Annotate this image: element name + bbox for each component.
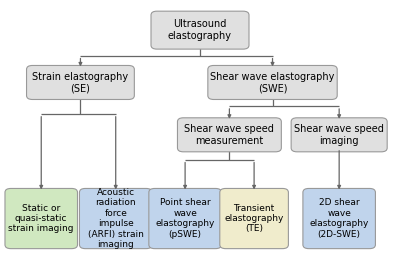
Text: Shear wave elastography
(SWE): Shear wave elastography (SWE) xyxy=(210,72,335,93)
FancyBboxPatch shape xyxy=(80,189,152,249)
FancyBboxPatch shape xyxy=(220,189,288,249)
Text: Transient
elastography
(TE): Transient elastography (TE) xyxy=(224,204,284,233)
Text: Shear wave speed
measurement: Shear wave speed measurement xyxy=(184,124,274,146)
Text: Ultrasound
elastography: Ultrasound elastography xyxy=(168,19,232,41)
FancyBboxPatch shape xyxy=(291,118,387,152)
FancyBboxPatch shape xyxy=(178,118,281,152)
FancyBboxPatch shape xyxy=(303,189,376,249)
FancyBboxPatch shape xyxy=(26,65,134,100)
Text: Static or
quasi-static
strain imaging: Static or quasi-static strain imaging xyxy=(8,204,74,233)
FancyBboxPatch shape xyxy=(149,189,221,249)
FancyBboxPatch shape xyxy=(151,11,249,49)
Text: 2D shear
wave
elastography
(2D-SWE): 2D shear wave elastography (2D-SWE) xyxy=(310,198,369,239)
Text: Acoustic
radiation
force
impulse
(ARFI) strain
imaging: Acoustic radiation force impulse (ARFI) … xyxy=(88,188,144,249)
Text: Shear wave speed
imaging: Shear wave speed imaging xyxy=(294,124,384,146)
FancyBboxPatch shape xyxy=(208,65,337,100)
FancyBboxPatch shape xyxy=(5,189,78,249)
Text: Strain elastography
(SE): Strain elastography (SE) xyxy=(32,72,128,93)
Text: Point shear
wave
elastography
(pSWE): Point shear wave elastography (pSWE) xyxy=(156,198,215,239)
